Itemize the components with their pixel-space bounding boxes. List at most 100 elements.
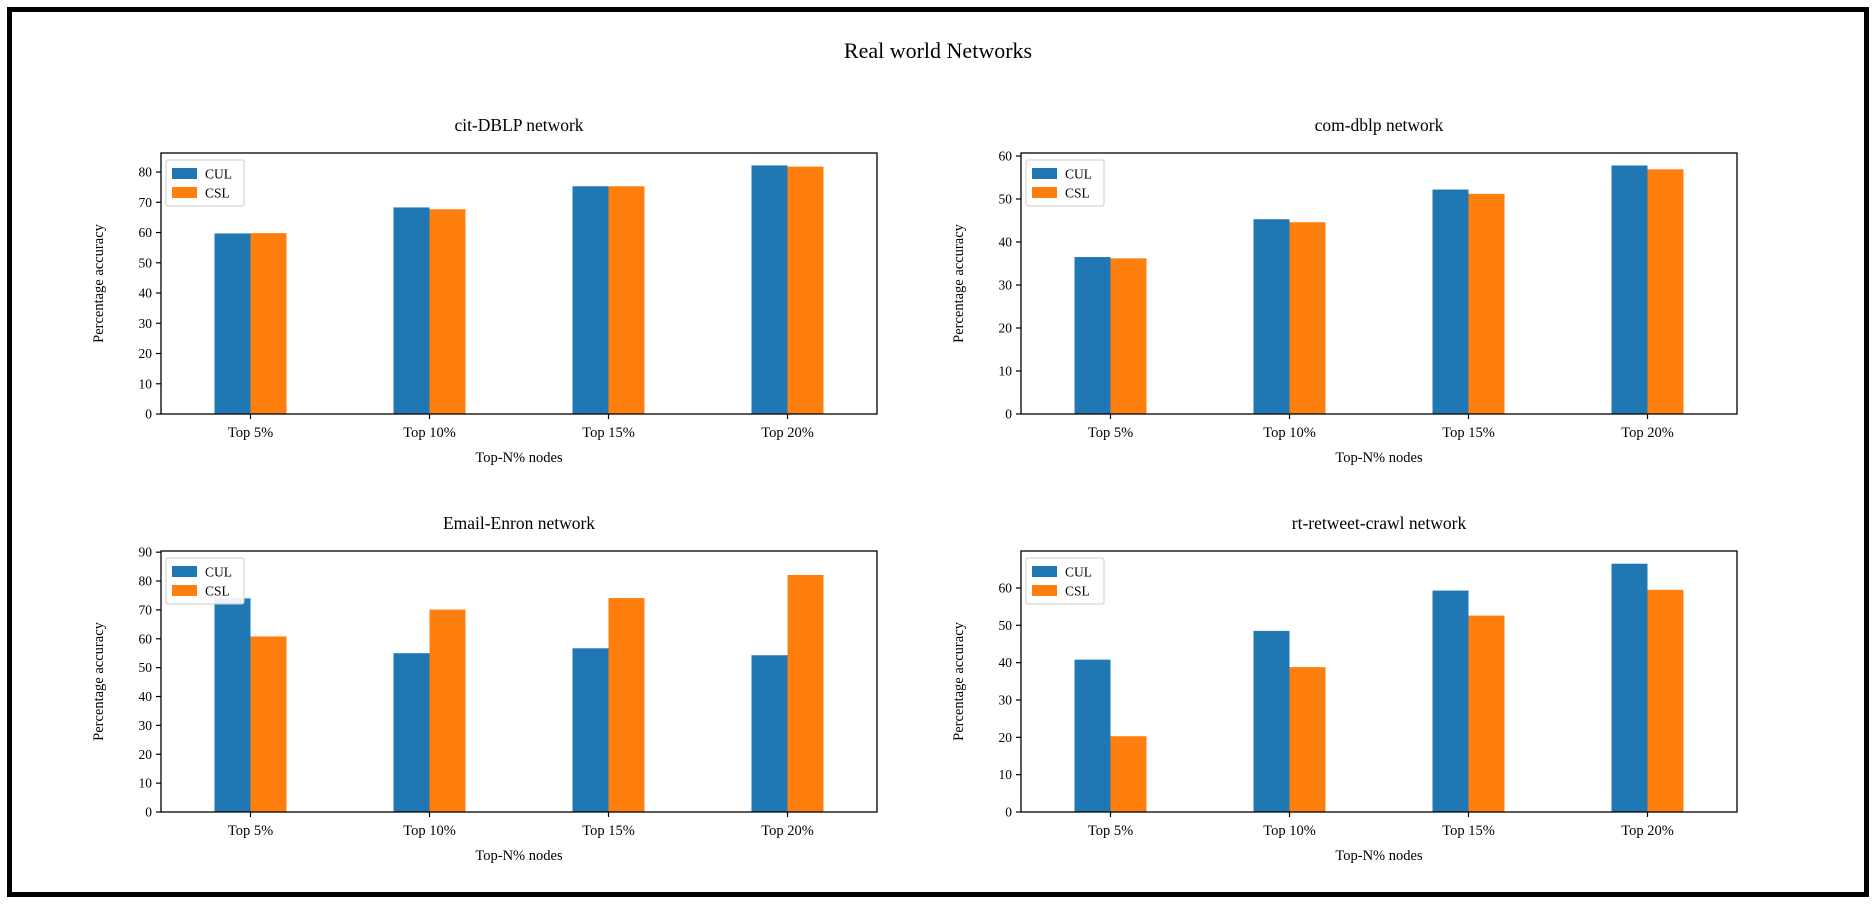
x-tick-label: Top 15%	[1442, 823, 1495, 839]
bar-csl-top-20pct	[1647, 169, 1684, 414]
bar-csl-top-20pct	[787, 574, 824, 812]
y-tick-label: 60	[139, 225, 153, 240]
bar-csl-top-5pct	[250, 233, 287, 414]
y-tick-label: 80	[139, 165, 153, 180]
y-tick-label: 40	[139, 286, 153, 301]
bar-csl-top-15pct	[1468, 615, 1505, 812]
x-tick-label: Top 10%	[1263, 823, 1316, 839]
x-tick-label: Top 5%	[1088, 823, 1133, 839]
x-tick-label: Top 20%	[761, 425, 814, 441]
bar-cul-top-5pct	[214, 598, 251, 812]
figure-suptitle: Real world Networks	[843, 38, 1033, 63]
bar-cul-top-10pct	[393, 207, 430, 414]
axes-spines	[1020, 152, 1738, 415]
bar-csl-top-20pct	[787, 166, 824, 414]
x-tick-label: Top 15%	[582, 823, 635, 839]
y-axis-label: Percentage accuracy	[951, 223, 967, 342]
y-tick-label: 0	[1005, 805, 1012, 820]
legend-label-csl: CSL	[1065, 186, 1090, 201]
bar-cul-top-10pct	[1253, 219, 1290, 414]
bar-cul-top-10pct	[393, 653, 430, 812]
x-tick-label: Top 20%	[761, 823, 814, 839]
y-tick-label: 50	[139, 660, 153, 675]
legend-swatch-csl	[172, 585, 197, 596]
legend-label-csl: CSL	[205, 186, 230, 201]
subplot-title: rt-retweet-crawl network	[1292, 513, 1467, 533]
subplot-com-dblp-network: 0 10 20 30 40 50 60 Top 5% Top 10% Top 15% Top 20%…	[951, 115, 1738, 466]
y-axis-label: Percentage accuracy	[91, 621, 107, 740]
legend-swatch-cul	[1032, 168, 1057, 179]
bar-cul-top-20pct	[751, 165, 788, 414]
y-tick-label: 40	[999, 655, 1013, 670]
y-tick-label: 50	[139, 255, 153, 270]
y-axis-label: Percentage accuracy	[951, 621, 967, 740]
y-tick-label: 10	[139, 776, 153, 791]
y-tick-label: 20	[139, 346, 153, 361]
x-tick-label: Top 5%	[228, 823, 273, 839]
bar-csl-top-15pct	[608, 598, 645, 812]
y-tick-label: 10	[999, 364, 1013, 379]
subplot-rt-retweet-crawl-network: 0 10 20 30 40 50 60 Top 5% Top 10% Top 15% Top 20%…	[951, 513, 1738, 864]
y-tick-label: 30	[999, 278, 1013, 293]
bar-cul-top-20pct	[751, 655, 788, 812]
y-tick-label: 50	[999, 618, 1013, 633]
y-tick-label: 70	[139, 602, 153, 617]
legend-label-cul: CUL	[205, 565, 232, 580]
x-axis-label: Top-N% nodes	[475, 848, 563, 864]
axes-spines	[160, 550, 878, 813]
bar-cul-top-5pct	[1074, 659, 1111, 812]
legend-swatch-cul	[1032, 566, 1057, 577]
axes-spines	[160, 152, 878, 415]
y-tick-label: 80	[139, 574, 153, 589]
x-axis-label: Top-N% nodes	[1335, 450, 1423, 466]
x-tick-label: Top 15%	[1442, 425, 1495, 441]
x-axis-label: Top-N% nodes	[1335, 848, 1423, 864]
y-tick-label: 30	[139, 718, 153, 733]
legend-swatch-csl	[172, 187, 197, 198]
y-tick-label: 70	[139, 195, 153, 210]
legend-swatch-csl	[1032, 585, 1057, 596]
subplot-title: com-dblp network	[1315, 115, 1444, 135]
legend-label-csl: CSL	[1065, 584, 1090, 599]
y-tick-label: 60	[999, 149, 1013, 164]
y-tick-label: 90	[139, 545, 153, 560]
bar-csl-top-15pct	[608, 186, 645, 414]
x-tick-label: Top 15%	[582, 425, 635, 441]
bar-csl-top-5pct	[1110, 736, 1147, 812]
legend-swatch-cul	[172, 168, 197, 179]
y-tick-label: 20	[999, 321, 1013, 336]
legend-label-cul: CUL	[1065, 167, 1092, 182]
x-tick-label: Top 5%	[1088, 425, 1133, 441]
y-tick-label: 40	[139, 689, 153, 704]
y-tick-label: 10	[139, 376, 153, 391]
y-tick-label: 30	[139, 316, 153, 331]
subplot-title: Email-Enron network	[443, 513, 595, 533]
y-tick-label: 30	[999, 692, 1013, 707]
bar-csl-top-10pct	[1289, 222, 1326, 414]
x-tick-label: Top 5%	[228, 425, 273, 441]
bar-cul-top-15pct	[572, 186, 609, 414]
y-tick-label: 60	[999, 580, 1013, 595]
bar-cul-top-5pct	[214, 233, 251, 414]
axes-spines	[1020, 550, 1738, 813]
legend-label-cul: CUL	[205, 167, 232, 182]
bar-csl-top-10pct	[429, 209, 466, 414]
bar-cul-top-5pct	[1074, 257, 1111, 414]
legend-label-cul: CUL	[1065, 565, 1092, 580]
bar-cul-top-20pct	[1611, 165, 1648, 414]
subplot-cit-dblp-network: 0 10 20 30 40 50 60 70 80 Top 5% Top 10% Top 15% Top…	[91, 115, 878, 466]
y-tick-label: 60	[139, 631, 153, 646]
bar-csl-top-5pct	[250, 636, 287, 812]
bar-cul-top-15pct	[1432, 590, 1469, 812]
y-tick-label: 0	[1005, 407, 1012, 422]
x-tick-label: Top 10%	[1263, 425, 1316, 441]
y-tick-label: 0	[145, 407, 152, 422]
bar-cul-top-10pct	[1253, 630, 1290, 812]
y-axis-label: Percentage accuracy	[91, 223, 107, 342]
bar-cul-top-15pct	[1432, 189, 1469, 414]
subplot-title: cit-DBLP network	[454, 115, 583, 135]
subplot-email-enron-network: 0 10 20 30 40 50 60 70 80 90 Top 5% Top 10% Top 15% T…	[91, 513, 878, 864]
legend-swatch-csl	[1032, 187, 1057, 198]
bar-csl-top-15pct	[1468, 193, 1505, 414]
